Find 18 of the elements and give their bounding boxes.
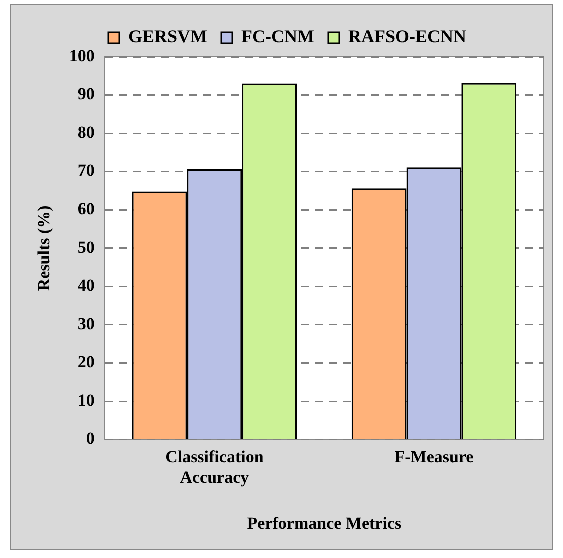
x-axis-title: Performance Metrics xyxy=(247,514,402,534)
legend-label: RAFSO-ECNN xyxy=(348,26,467,47)
y-tick-label: 100 xyxy=(69,46,95,66)
y-tick-label: 30 xyxy=(78,314,95,334)
y-tick-label: 80 xyxy=(78,122,95,142)
legend-label: FC-CNM xyxy=(242,26,314,47)
y-tick-label: 0 xyxy=(86,429,95,448)
y-tick-label: 20 xyxy=(78,352,95,372)
y-tick-label: 70 xyxy=(78,161,95,180)
y-tick-label: 10 xyxy=(78,390,95,410)
y-tick-label: 60 xyxy=(78,200,95,219)
y-tick-label: 40 xyxy=(78,276,95,296)
y-tick-label: 90 xyxy=(78,84,95,104)
legend-label: GERSVM xyxy=(128,26,208,47)
y-axis-title: Results (%) xyxy=(34,206,54,292)
x-tick-label: F-Measure xyxy=(394,447,474,466)
y-tick-label: 50 xyxy=(78,238,95,257)
x-tick-label: Classification Accuracy xyxy=(166,447,264,487)
